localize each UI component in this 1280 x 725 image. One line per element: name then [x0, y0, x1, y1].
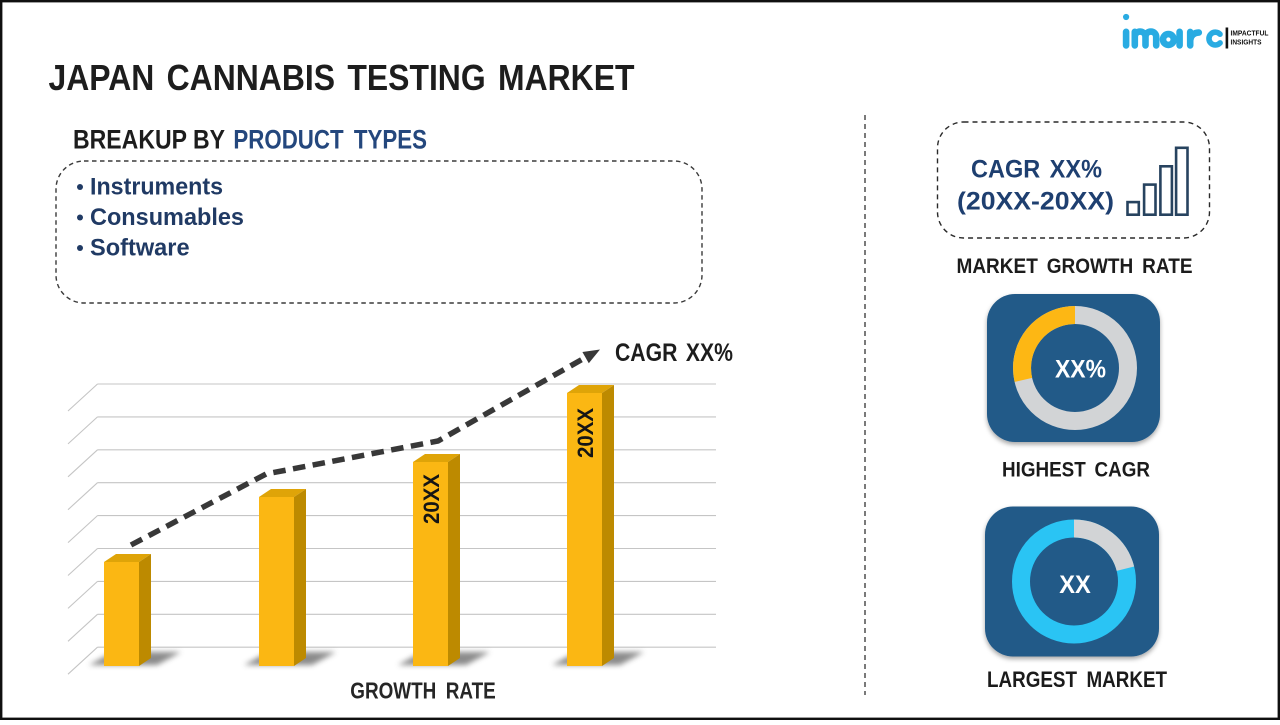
svg-text:LARGEST MARKET: LARGEST MARKET	[987, 667, 1167, 692]
svg-text:CAGR XX%: CAGR XX%	[615, 339, 733, 367]
svg-text:HIGHEST CAGR: HIGHEST CAGR	[1002, 459, 1150, 482]
svg-text:MARKET GROWTH RATE: MARKET GROWTH RATE	[957, 255, 1193, 278]
svg-text:Consumables: Consumables	[90, 204, 244, 231]
svg-text:Instruments: Instruments	[90, 173, 223, 200]
svg-text:IMPACTFUL: IMPACTFUL	[1231, 30, 1270, 38]
svg-text:GROWTH RATE: GROWTH RATE	[350, 678, 496, 704]
svg-text:JAPAN CANNABIS TESTING MARKET: JAPAN CANNABIS TESTING MARKET	[49, 57, 635, 98]
svg-text:XX: XX	[1059, 572, 1091, 599]
svg-text:BREAKUP BY: BREAKUP BY	[73, 124, 225, 154]
svg-text:20XX: 20XX	[573, 408, 598, 458]
svg-text:(20XX-20XX): (20XX-20XX)	[957, 188, 1114, 216]
svg-text:Software: Software	[90, 234, 190, 261]
svg-text:PRODUCT TYPES: PRODUCT TYPES	[233, 124, 427, 154]
svg-text:CAGR XX%: CAGR XX%	[971, 156, 1102, 184]
svg-text:XX%: XX%	[1055, 356, 1106, 384]
svg-text:INSIGHTS: INSIGHTS	[1231, 39, 1262, 47]
svg-text:20XX: 20XX	[419, 474, 444, 524]
